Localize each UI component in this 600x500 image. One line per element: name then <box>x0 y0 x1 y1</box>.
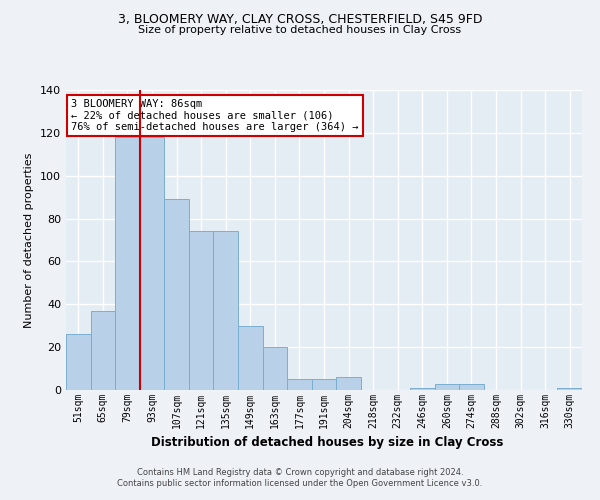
Bar <box>312 380 336 390</box>
Y-axis label: Number of detached properties: Number of detached properties <box>25 152 34 328</box>
Bar <box>557 388 582 390</box>
Text: 3, BLOOMERY WAY, CLAY CROSS, CHESTERFIELD, S45 9FD: 3, BLOOMERY WAY, CLAY CROSS, CHESTERFIEL… <box>118 12 482 26</box>
Bar <box>140 137 164 390</box>
Bar <box>287 380 312 390</box>
Bar <box>91 310 115 390</box>
Bar <box>66 334 91 390</box>
Bar <box>410 388 434 390</box>
Text: Contains HM Land Registry data © Crown copyright and database right 2024.: Contains HM Land Registry data © Crown c… <box>137 468 463 477</box>
Bar <box>238 326 263 390</box>
Bar <box>459 384 484 390</box>
Text: Contains public sector information licensed under the Open Government Licence v3: Contains public sector information licen… <box>118 480 482 488</box>
Bar <box>214 232 238 390</box>
Bar <box>164 200 189 390</box>
Bar <box>189 232 214 390</box>
Bar <box>434 384 459 390</box>
Text: Size of property relative to detached houses in Clay Cross: Size of property relative to detached ho… <box>139 25 461 35</box>
Bar <box>115 137 140 390</box>
Bar <box>263 347 287 390</box>
Text: Distribution of detached houses by size in Clay Cross: Distribution of detached houses by size … <box>151 436 503 449</box>
Text: 3 BLOOMERY WAY: 86sqm
← 22% of detached houses are smaller (106)
76% of semi-det: 3 BLOOMERY WAY: 86sqm ← 22% of detached … <box>71 99 359 132</box>
Bar <box>336 377 361 390</box>
